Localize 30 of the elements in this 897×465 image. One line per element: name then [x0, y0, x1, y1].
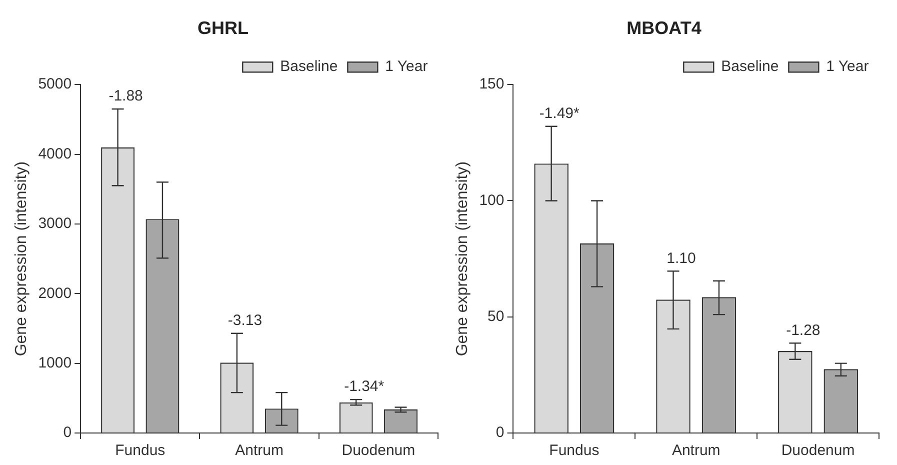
x-tick-label: Antrum	[672, 442, 720, 460]
annotation: -1.34*	[344, 378, 384, 396]
annotation: -1.28	[786, 322, 820, 339]
x-tick-label: Duodenum	[342, 442, 416, 460]
x-tick-label: Fundus	[549, 442, 600, 460]
y-axis-title: Gene expression (intensity)	[13, 161, 30, 356]
y-tick-label: 5000	[38, 76, 72, 93]
y-tick-label: 4000	[38, 145, 72, 162]
x-tick-label: Antrum	[235, 442, 284, 460]
y-tick-label: 100	[479, 192, 504, 209]
y-tick-label: 2000	[38, 284, 72, 302]
annotation: 1.10	[666, 250, 696, 267]
y-tick-label: 1000	[38, 354, 72, 372]
y-tick-label: 150	[479, 76, 504, 93]
legend-label: Baseline	[280, 58, 338, 76]
annotation: -3.13	[228, 312, 262, 329]
legend-label: 1 Year	[826, 58, 869, 76]
y-tick-label: 50	[488, 308, 504, 326]
x-tick-label: Duodenum	[781, 442, 855, 460]
x-tick-label: Fundus	[115, 442, 166, 460]
y-axis-title: Gene expression (intensity)	[454, 161, 472, 356]
annotation: -1.49*	[539, 105, 580, 122]
chart-title: GHRL	[198, 18, 248, 38]
y-tick-label: 0	[63, 424, 72, 442]
y-tick-label: 3000	[38, 215, 72, 232]
y-tick-label: 0	[496, 424, 504, 442]
annotation: -1.88	[108, 88, 143, 105]
legend-label: 1 Year	[385, 58, 428, 76]
chart-title: MBOAT4	[626, 18, 702, 38]
legend-label: Baseline	[721, 58, 779, 76]
